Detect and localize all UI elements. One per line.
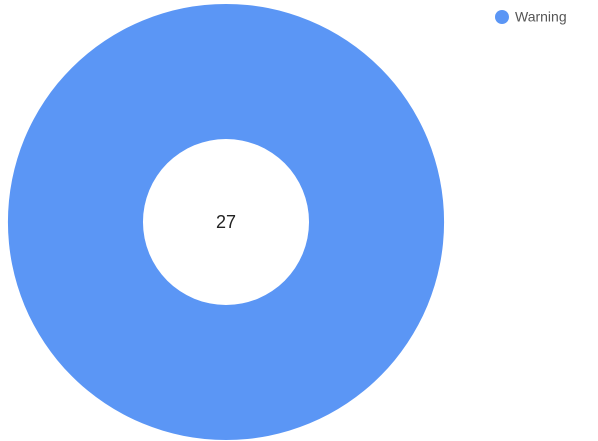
- legend-label: Warning: [515, 9, 567, 25]
- center-label: 27: [216, 212, 236, 232]
- legend-swatch: [495, 10, 509, 24]
- donut-slice: [7, 3, 445, 441]
